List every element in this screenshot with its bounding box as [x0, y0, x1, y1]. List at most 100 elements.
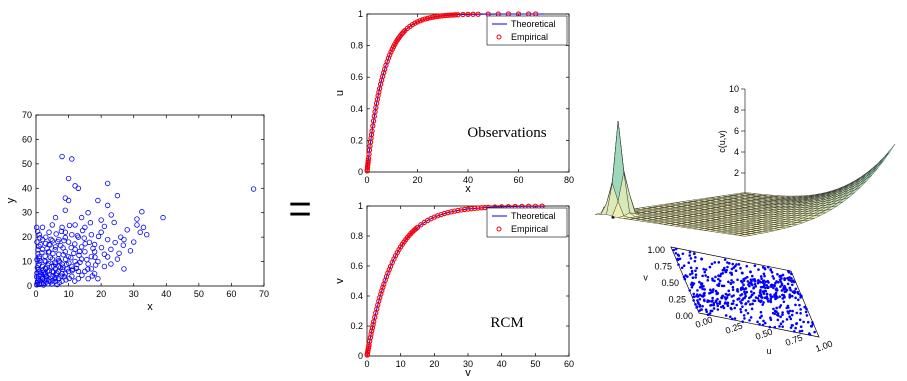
y-tick-label: 60 — [22, 134, 32, 144]
floor-scatter-point — [744, 294, 747, 298]
floor-scatter-point — [757, 268, 760, 271]
floor-scatter-point — [792, 330, 796, 333]
empirical-cdf-point — [470, 11, 476, 17]
floor-scatter-point — [811, 322, 815, 326]
floor-scatter-point — [762, 284, 766, 287]
x-axis-label: x — [465, 183, 471, 195]
y-tick-label: 70 — [22, 110, 32, 120]
scatter-point — [74, 232, 81, 239]
scatter-point — [58, 273, 64, 279]
scatter-point — [58, 228, 65, 234]
floor-scatter-point — [730, 267, 734, 271]
floor-scatter-point — [716, 297, 719, 301]
floor-scatter-point — [771, 274, 775, 278]
floor-scatter-point — [783, 277, 786, 280]
floor-scatter-point — [762, 319, 765, 323]
floor-scatter-point — [700, 285, 704, 288]
floor-scatter-point — [686, 275, 689, 278]
floor-scatter-point — [769, 318, 773, 321]
scatter-point — [104, 254, 111, 260]
empirical-cdf-point — [369, 325, 376, 331]
floor-scatter-point — [692, 252, 696, 256]
empirical-cdf-point — [424, 15, 431, 21]
floor-scatter-point — [691, 276, 695, 280]
floor-scatter-point — [741, 305, 744, 308]
floor-scatter-point — [694, 269, 697, 273]
floor-scatter-point — [763, 296, 767, 300]
empirical-cdf-point — [367, 335, 374, 341]
floor-scatter-point — [704, 274, 707, 277]
empirical-cdf-point — [447, 12, 453, 18]
scatter-point — [87, 220, 94, 226]
floor-scatter-point — [756, 296, 760, 300]
floor-scatter-point — [772, 286, 775, 290]
floor-scatter-point — [724, 270, 727, 274]
empirical-cdf-point — [380, 284, 386, 291]
v-tick-label: 0.75 — [654, 262, 672, 272]
floor-scatter-point — [682, 264, 686, 268]
scatter-point — [90, 245, 96, 252]
scatter-point — [49, 238, 55, 244]
floor-scatter-point — [761, 285, 764, 289]
scatter-point — [104, 236, 111, 243]
floor-scatter-point — [798, 318, 802, 322]
floor-scatter-point — [742, 287, 745, 291]
empirical-cdf-point — [472, 205, 478, 211]
floor-scatter-point — [781, 311, 784, 314]
scatter-point — [95, 233, 102, 240]
floor-scatter-point — [759, 275, 763, 278]
scatter-point — [62, 207, 69, 213]
floor-scatter-point — [703, 291, 706, 295]
scatter-point — [92, 254, 98, 260]
floor-scatter-point — [742, 314, 746, 317]
floor-scatter-point — [803, 305, 806, 309]
scatter-point — [92, 262, 99, 268]
scatter-point — [89, 273, 96, 279]
scatter-point — [88, 231, 95, 238]
floor-scatter-point — [747, 283, 750, 286]
floor-scatter-point — [728, 262, 731, 265]
floor-scatter-point — [695, 266, 699, 270]
floor-scatter-point — [730, 279, 733, 282]
scatter-point — [82, 249, 88, 255]
empirical-cdf-point — [475, 205, 481, 211]
scatter-point — [72, 183, 78, 189]
floor-scatter-point — [788, 276, 791, 279]
scatter-point — [78, 214, 85, 221]
floor-scatter-point — [682, 275, 686, 279]
scatter-point — [69, 156, 75, 162]
legend-label-theoretical: Theoretical — [511, 211, 556, 221]
floor-scatter-point — [759, 288, 762, 292]
floor-scatter-point — [780, 282, 784, 286]
floor-scatter-point — [703, 299, 706, 303]
floor-scatter-point — [730, 317, 734, 321]
scatter-point — [134, 216, 140, 222]
scatter-point — [79, 227, 86, 234]
floor-scatter-point — [779, 315, 782, 319]
floor-scatter-point — [766, 265, 770, 269]
floor-scatter-point — [750, 279, 753, 283]
x-tick-label: 20 — [96, 289, 106, 299]
empirical-cdf-point — [432, 14, 438, 20]
floor-scatter-point — [716, 291, 719, 295]
floor-scatter-point — [710, 309, 714, 313]
empirical-cdf-point — [452, 12, 459, 18]
floor-scatter-point — [781, 313, 784, 316]
floor-scatter-point — [748, 318, 751, 322]
floor-scatter-point — [804, 310, 808, 314]
floor-scatter-point — [723, 296, 727, 299]
x-tick-label: 0 — [364, 359, 369, 369]
scatter-point — [73, 265, 80, 272]
y-tick-label: 0.8 — [350, 231, 363, 241]
floor-scatter-point — [758, 323, 761, 326]
empirical-cdf-point — [450, 12, 456, 18]
surface-patch — [877, 150, 890, 165]
floor-scatter-point — [799, 308, 802, 311]
floor-scatter-point — [802, 320, 805, 324]
floor-scatter-point — [688, 273, 692, 276]
floor-scatter-point — [746, 311, 750, 315]
empirical-cdf-point — [435, 13, 441, 20]
floor-scatter-point — [795, 311, 799, 315]
scatter-point — [36, 255, 42, 262]
x-tick-label: 0 — [364, 175, 369, 185]
